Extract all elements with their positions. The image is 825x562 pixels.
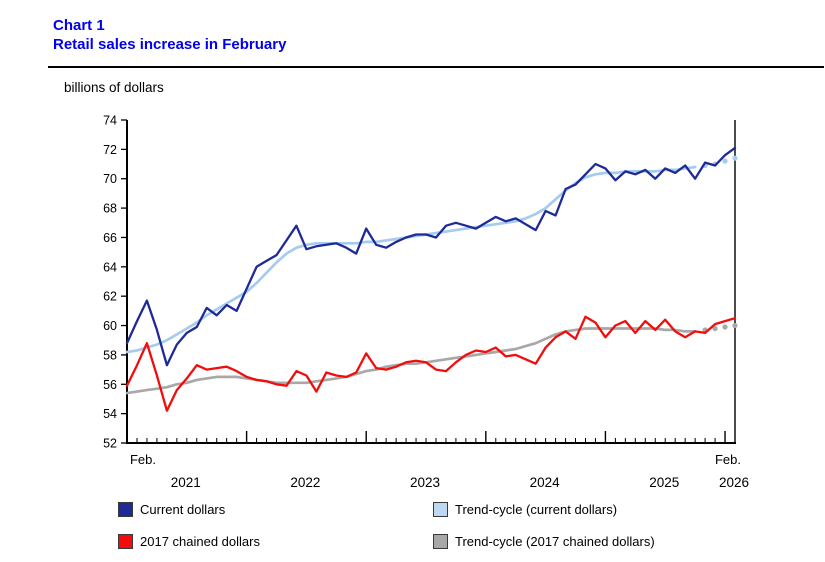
legend-label: Trend-cycle (current dollars) — [455, 501, 618, 517]
y-tick-label: 64 — [103, 260, 117, 274]
series-dot-trend-cycle-2017-chained-dollars- — [712, 325, 718, 332]
series-dot-trend-cycle-2017-chained-dollars- — [732, 322, 738, 329]
legend-swatch — [118, 533, 133, 549]
series-line-current-dollars — [125, 146, 737, 367]
y-tick-label: 68 — [103, 202, 117, 216]
legend-label: Current dollars — [140, 501, 226, 517]
y-tick-label: 56 — [103, 378, 117, 392]
legend-item-trend-cycle-current-dollars-: Trend-cycle (current dollars) — [433, 501, 617, 517]
y-tick-label: 52 — [103, 437, 117, 451]
legend-swatch — [118, 501, 133, 517]
x-year-label-2023: 2023 — [410, 475, 440, 490]
y-tick-label: 62 — [103, 290, 117, 304]
y-tick-label: 60 — [103, 319, 117, 333]
title-divider-rule — [48, 66, 824, 68]
legend-item-trend-cycle-2017-chained-dollars-: Trend-cycle (2017 chained dollars) — [433, 533, 655, 549]
chart-title: Retail sales increase in February — [53, 36, 287, 53]
series-line-2017-chained-dollars — [125, 315, 737, 412]
y-axis-unit-label: billions of dollars — [64, 80, 164, 95]
legend-label: 2017 chained dollars — [140, 533, 260, 549]
x-last-month-label: Feb. — [715, 452, 741, 467]
legend-label: Trend-cycle (2017 chained dollars) — [455, 533, 655, 549]
series-dot-trend-cycle-current-dollars- — [722, 158, 728, 164]
chart-title-block: Chart 1 Retail sales increase in Februar… — [53, 16, 286, 54]
y-tick-label: 74 — [103, 114, 117, 128]
series-line-trend-cycle-current-dollars- — [125, 165, 697, 354]
x-year-label-2025: 2025 — [649, 475, 679, 490]
y-tick-label: 72 — [103, 143, 117, 157]
x-year-label-2022: 2022 — [290, 475, 320, 490]
chart-number: Chart 1 — [53, 17, 105, 34]
x-year-label-2026: 2026 — [719, 475, 749, 490]
y-tick-label: 54 — [103, 407, 117, 421]
x-first-month-label: Feb. — [130, 452, 156, 467]
series-dot-trend-cycle-current-dollars- — [732, 155, 738, 161]
x-year-label-2024: 2024 — [530, 475, 561, 490]
legend-item-2017-chained-dollars: 2017 chained dollars — [118, 533, 260, 549]
x-year-label-2021: 2021 — [171, 475, 201, 490]
y-tick-label: 70 — [103, 172, 117, 186]
y-tick-label: 66 — [103, 231, 117, 245]
legend-swatch — [433, 533, 448, 549]
y-tick-label: 58 — [103, 348, 117, 362]
legend-swatch — [433, 501, 448, 517]
legend-item-current-dollars: Current dollars — [118, 501, 225, 517]
series-dot-trend-cycle-2017-chained-dollars- — [722, 324, 728, 330]
